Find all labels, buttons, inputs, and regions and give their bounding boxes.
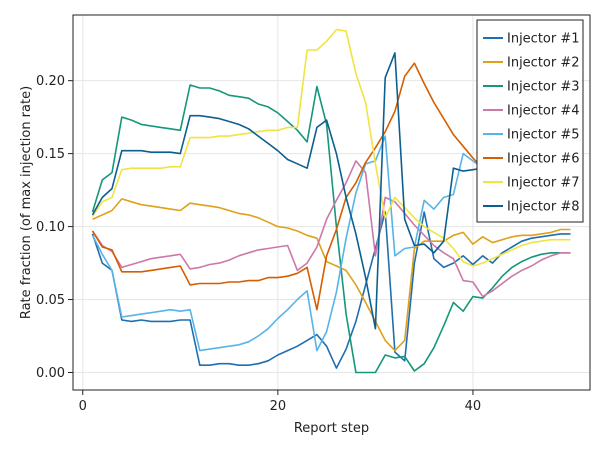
legend-label-injector-5: Injector #5	[507, 128, 580, 143]
legend-label-injector-8: Injector #8	[507, 200, 580, 215]
x-ticks: 0 20 40	[79, 390, 482, 414]
series-line-injector-2	[92, 198, 571, 352]
y-tick-label: 0.10	[36, 220, 65, 235]
y-tick-label: 0.20	[36, 74, 65, 89]
series-line-injector-4	[91, 160, 571, 298]
legend-label-injector-2: Injector #2	[507, 56, 580, 71]
legend-label-injector-1: Injector #1	[507, 32, 580, 47]
legend: Injector #1 Injector #2 Injector #3 Injecto…	[476, 19, 584, 223]
legend-box	[476, 19, 584, 223]
x-tick-label: 0	[79, 399, 87, 414]
series-line-injector-7	[91, 28, 571, 267]
legend-label-injector-7: Injector #7	[507, 176, 580, 191]
legend-label-injector-4: Injector #4	[507, 104, 580, 119]
y-axis-label: Rate fraction (of max injection rate)	[19, 86, 34, 319]
y-tick-label: 0.05	[36, 293, 65, 308]
grid-lines	[73, 15, 590, 390]
x-tick-label: 20	[270, 399, 287, 414]
y-ticks: 0.00 0.05 0.10 0.15 0.20	[36, 74, 73, 381]
legend-label-injector-3: Injector #3	[507, 80, 580, 95]
legend-label-injector-6: Injector #6	[507, 152, 580, 167]
series-line-injector-3	[91, 84, 571, 374]
y-tick-label: 0.15	[36, 147, 65, 162]
y-tick-label: 0.00	[36, 366, 65, 381]
x-tick-label: 40	[465, 399, 482, 414]
series-line-injector-1	[91, 211, 571, 369]
x-axis-label: Report step	[294, 421, 369, 436]
plot-frame	[72, 14, 591, 391]
